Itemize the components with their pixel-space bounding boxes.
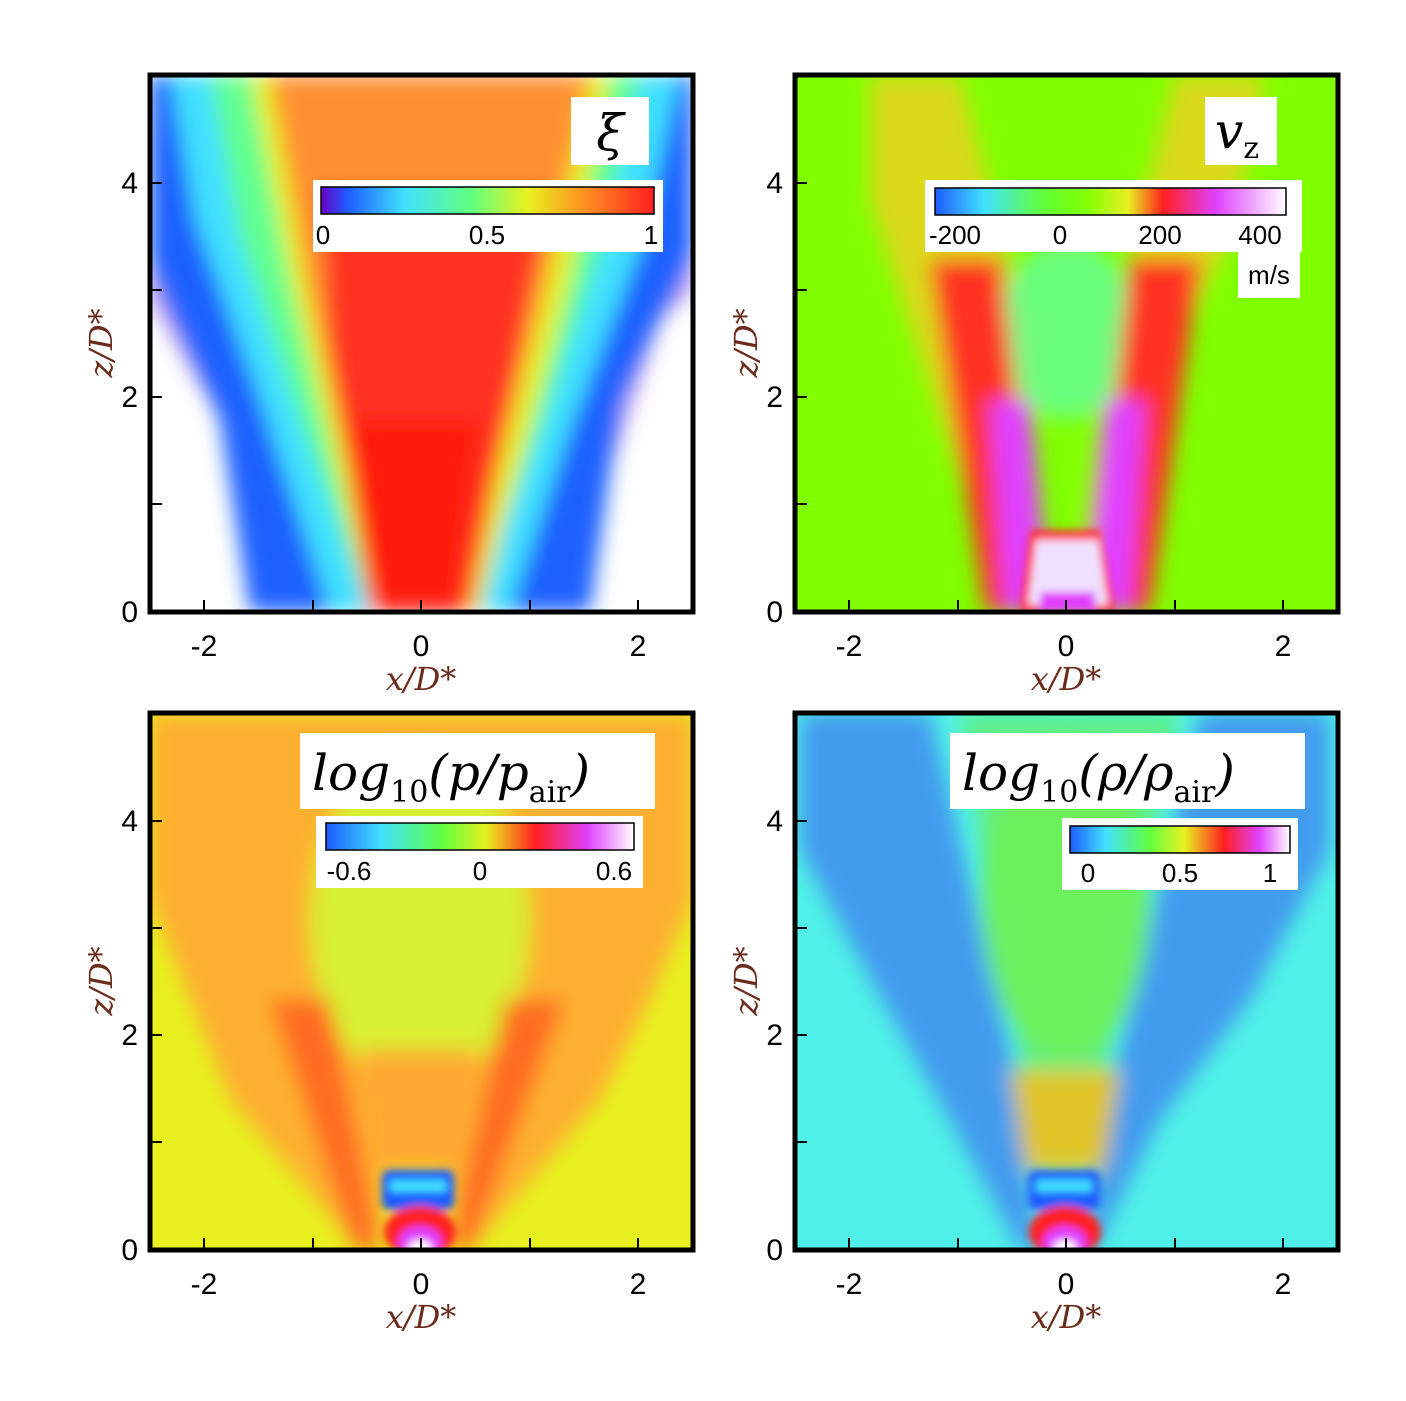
y-tick-label: 2 xyxy=(121,1019,138,1052)
colorbar-pressure: -0.6 0 0.6 xyxy=(316,816,643,888)
y-tick-label: 0 xyxy=(766,596,783,629)
panel-vz: -2 0 2 0 2 4 x/D* z/D* vz -200 0 200 400… xyxy=(727,72,1341,698)
panel-xi: -2 0 2 0 2 4 x/D* z/D* ξ 0 0.5 1 xyxy=(82,72,696,698)
x-tick-label: 0 xyxy=(1058,1268,1075,1301)
y-tick-label: 4 xyxy=(766,167,783,200)
y-tick-label: 4 xyxy=(121,805,138,838)
x-axis-label: x/D* xyxy=(386,660,456,698)
panel-pressure: -2 0 2 0 2 4 x/D* z/D* log10(p/pair) -0.… xyxy=(82,710,696,1336)
colorbar-tick: 0 xyxy=(1081,858,1095,888)
y-tick-label: 0 xyxy=(121,596,138,629)
x-ticks: -2 0 2 xyxy=(191,1238,647,1301)
field-label-box xyxy=(571,97,649,165)
x-ticks: -2 0 2 xyxy=(836,1238,1292,1301)
y-ticks: 0 2 4 xyxy=(766,167,807,629)
y-ticks: 0 2 4 xyxy=(766,805,807,1267)
colorbar-gradient xyxy=(320,186,655,215)
field-label-box xyxy=(1205,97,1277,165)
colorbar-tick: 200 xyxy=(1138,220,1181,250)
y-axis-label: z/D* xyxy=(727,308,765,378)
colorbar-tick: 0 xyxy=(1053,220,1067,250)
x-ticks: -2 0 2 xyxy=(836,600,1292,663)
y-tick-label: 4 xyxy=(766,805,783,838)
x-tick-label: 2 xyxy=(630,1268,647,1301)
y-axis-label: z/D* xyxy=(82,946,120,1016)
x-tick-label: -2 xyxy=(836,630,863,663)
colorbar-gradient xyxy=(1069,825,1291,854)
field-label-xi: ξ xyxy=(596,104,626,162)
y-tick-label: 4 xyxy=(121,167,138,200)
x-tick-label: 2 xyxy=(630,630,647,663)
colorbar-tick: 400 xyxy=(1238,220,1281,250)
x-tick-label: 0 xyxy=(413,630,430,663)
colorbar-xi: 0 0.5 1 xyxy=(313,180,663,252)
y-axis-label: z/D* xyxy=(82,308,120,378)
y-tick-label: 2 xyxy=(766,381,783,414)
y-ticks: 0 2 4 xyxy=(121,805,162,1267)
colorbar-gradient xyxy=(934,187,1287,216)
colorbar-tick: 1 xyxy=(1263,858,1277,888)
y-ticks: 0 2 4 xyxy=(121,167,162,629)
field-label-box xyxy=(950,733,1305,809)
y-tick-label: 0 xyxy=(766,1234,783,1267)
x-tick-label: -2 xyxy=(836,1268,863,1301)
colorbar-gradient xyxy=(325,822,635,851)
x-tick-label: 0 xyxy=(413,1268,430,1301)
x-axis-label: x/D* xyxy=(1031,1298,1101,1336)
x-tick-label: 2 xyxy=(1275,1268,1292,1301)
colorbar-tick: 0 xyxy=(473,856,487,886)
field-label-pressure: log10(p/pair) xyxy=(312,744,590,810)
colorbar-tick: 0 xyxy=(316,220,330,250)
field-label-vz: vz xyxy=(1215,102,1259,166)
field-label-box xyxy=(300,733,655,809)
x-tick-label: 0 xyxy=(1058,630,1075,663)
x-axis-label: x/D* xyxy=(1031,660,1101,698)
colorbar-tick: 0.5 xyxy=(469,220,505,250)
colorbar-vz: -200 0 200 400 m/s xyxy=(925,180,1302,298)
x-ticks: -2 0 2 xyxy=(191,600,647,663)
colorbar-unit: m/s xyxy=(1248,260,1290,290)
x-tick-label: -2 xyxy=(191,630,218,663)
x-tick-label: 2 xyxy=(1275,630,1292,663)
x-tick-label: -2 xyxy=(191,1268,218,1301)
x-axis-label: x/D* xyxy=(386,1298,456,1336)
colorbar-tick: -200 xyxy=(929,220,981,250)
colorbar-tick: 0.5 xyxy=(1162,858,1198,888)
colorbar-tick: 1 xyxy=(644,220,658,250)
field-label-density: log10(ρ/ρair) xyxy=(962,744,1235,810)
y-axis-label: z/D* xyxy=(727,946,765,1016)
colorbar-tick: 0.6 xyxy=(596,856,632,886)
colorbar-density: 0 0.5 1 xyxy=(1062,818,1298,890)
y-tick-label: 0 xyxy=(121,1234,138,1267)
y-tick-label: 2 xyxy=(766,1019,783,1052)
y-tick-label: 2 xyxy=(121,381,138,414)
colorbar-tick: -0.6 xyxy=(327,856,372,886)
panel-density: -2 0 2 0 2 4 x/D* z/D* log10(ρ/ρair) 0 0… xyxy=(727,710,1341,1336)
